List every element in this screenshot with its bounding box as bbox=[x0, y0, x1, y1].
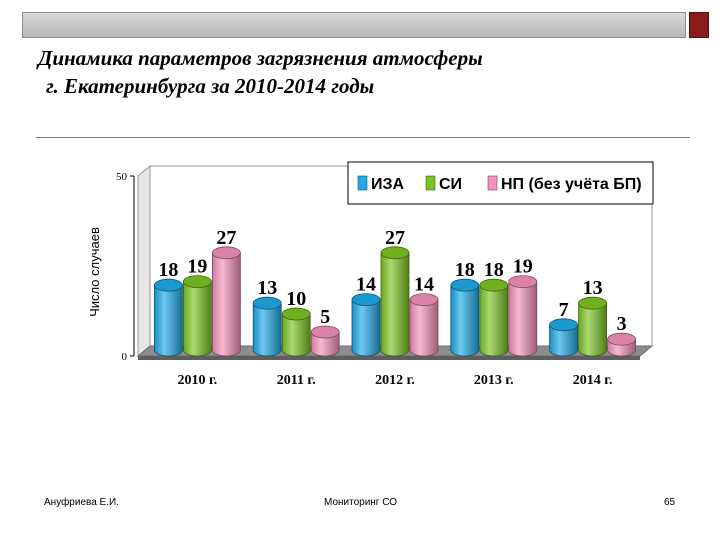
data-label: 27 bbox=[385, 227, 405, 249]
bar-2-2: 14 bbox=[409, 274, 439, 357]
data-label: 27 bbox=[216, 227, 236, 249]
data-label: 7 bbox=[559, 299, 569, 321]
data-label: 18 bbox=[455, 259, 475, 281]
data-label: 13 bbox=[583, 277, 603, 299]
legend-swatch-2 bbox=[487, 175, 498, 191]
bar-2-0: 27 bbox=[211, 227, 241, 357]
legend-swatch-0 bbox=[357, 175, 368, 191]
bar-1-2: 27 bbox=[380, 227, 410, 357]
bar-body bbox=[578, 302, 607, 357]
page-number: 65 bbox=[664, 497, 676, 508]
bar-1-3: 18 bbox=[479, 259, 509, 357]
bar-top bbox=[351, 293, 381, 307]
slide-title-line-2: г. Екатеринбурга за 2010-2014 годы bbox=[46, 74, 375, 98]
slide-title-line-1: Динамика параметров загрязнения атмосфер… bbox=[38, 46, 483, 70]
bar-body bbox=[508, 281, 538, 357]
bar-1-4: 13 bbox=[578, 277, 607, 357]
bar-1-0: 19 bbox=[183, 256, 212, 357]
data-label: 5 bbox=[320, 306, 330, 328]
title-bar-decoration bbox=[22, 12, 686, 38]
bar-body bbox=[409, 299, 439, 357]
bar-body bbox=[154, 284, 183, 357]
bar-body bbox=[479, 284, 509, 357]
y-tick-label: 50 bbox=[116, 171, 128, 183]
bar-top bbox=[380, 246, 410, 260]
bar-top bbox=[409, 293, 439, 307]
bar-body bbox=[310, 331, 340, 357]
legend-swatch-1 bbox=[425, 175, 436, 191]
bar-0-0: 18 bbox=[154, 259, 183, 357]
y-tick-label: 0 bbox=[122, 351, 128, 363]
data-label: 14 bbox=[414, 274, 434, 296]
slide-title: Динамика параметров загрязнения атмосфер… bbox=[38, 44, 678, 100]
bar-body bbox=[252, 302, 282, 357]
legend-label-2: НП (без учёта БП) bbox=[501, 176, 642, 193]
x-tick-label: 2011 г. bbox=[277, 373, 316, 388]
bar-body bbox=[380, 252, 410, 357]
x-tick-label: 2013 г. bbox=[474, 373, 514, 388]
x-tick-label: 2010 г. bbox=[178, 373, 218, 388]
legend-label-0: ИЗА bbox=[371, 176, 405, 193]
data-label: 14 bbox=[356, 274, 376, 296]
bar-top bbox=[508, 275, 538, 289]
bar-top bbox=[479, 278, 509, 292]
bar-top bbox=[252, 296, 282, 310]
bar-top bbox=[607, 332, 636, 346]
bar-top bbox=[310, 325, 340, 339]
bar-1-1: 10 bbox=[281, 288, 311, 357]
bar-2-3: 19 bbox=[508, 256, 538, 357]
bar-0-4: 7 bbox=[549, 299, 579, 357]
bar-2-4: 3 bbox=[607, 313, 636, 357]
data-label: 13 bbox=[257, 277, 277, 299]
bar-top bbox=[549, 318, 579, 332]
bar-top bbox=[281, 307, 311, 321]
x-tick-label: 2012 г. bbox=[375, 373, 415, 388]
legend-box bbox=[347, 161, 654, 205]
bar-body bbox=[183, 281, 212, 357]
bar-2-1: 5 bbox=[310, 306, 340, 357]
bar-body bbox=[450, 284, 480, 357]
data-label: 19 bbox=[513, 256, 533, 278]
footer-author: Ануфриева Е.И. bbox=[44, 497, 119, 508]
bar-top bbox=[211, 246, 241, 260]
bar-body bbox=[212, 252, 241, 357]
bar-0-2: 14 bbox=[351, 274, 381, 357]
data-label: 18 bbox=[158, 259, 178, 281]
accent-square-gap bbox=[689, 38, 709, 46]
y-axis-label: Число случаев bbox=[87, 227, 102, 317]
accent-square bbox=[689, 12, 709, 38]
bar-top bbox=[578, 296, 607, 310]
bar-top bbox=[183, 275, 212, 289]
bar-top bbox=[154, 278, 183, 292]
x-tick-label: 2014 г. bbox=[573, 373, 613, 388]
data-label: 3 bbox=[617, 313, 627, 335]
bar-0-1: 13 bbox=[252, 277, 282, 357]
bar-top bbox=[450, 278, 480, 292]
bar-body bbox=[281, 313, 311, 357]
bar-0-3: 18 bbox=[450, 259, 480, 357]
title-divider bbox=[36, 137, 690, 138]
chart-side-wall bbox=[137, 164, 151, 358]
data-label: 19 bbox=[187, 256, 207, 278]
footer-center-text: Мониторинг СО bbox=[324, 497, 398, 508]
data-label: 10 bbox=[286, 288, 306, 310]
bar-chart: 0 50 Число случаев 18 19 27 2010 г. 13 10 5 2011 г… bbox=[87, 161, 654, 388]
bar-body bbox=[549, 324, 578, 357]
bar-body bbox=[351, 299, 381, 357]
data-label: 18 bbox=[484, 259, 504, 281]
chart-floor-edge bbox=[138, 356, 640, 360]
legend-label-1: СИ bbox=[439, 176, 462, 193]
